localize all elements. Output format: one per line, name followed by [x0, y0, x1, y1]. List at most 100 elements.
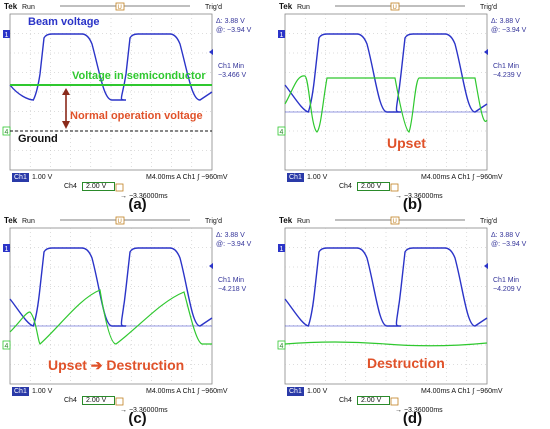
- caption-upset-destruction: Upset ➔ Destruction: [48, 357, 185, 373]
- trigger-marker-glyph: U: [118, 219, 122, 225]
- oscilloscope-screen-a: U 1 4 Tek Run Trig'd Δ: 3.88 V @: −3.94 V C…: [0, 0, 275, 200]
- panel-c: U 1 4 Tek Run Trig'd Δ: 3.88 V @: −3.94 V C…: [0, 214, 275, 428]
- ch4-marker-icon: [277, 340, 286, 350]
- ch4-marker-icon: [277, 126, 286, 136]
- run-status: Run: [22, 4, 35, 11]
- caption-upset: Upset: [387, 135, 426, 151]
- trigger-position: → −3.36000ms: [395, 193, 443, 200]
- trigger-level-icon: [484, 49, 488, 55]
- ch1-min-readout: Ch1 Min −4.209 V: [493, 277, 522, 293]
- ch4-label: Ch4: [64, 397, 77, 404]
- normal-operation-label: Normal operation voltage: [70, 110, 203, 122]
- oscilloscope-screen-d: U 1 4 Tek Run Trig'd Δ: 3.88 V @: −3.94 V C…: [275, 214, 550, 414]
- semiconductor-voltage-label: Voltage in semiconductor: [72, 70, 206, 82]
- ch1-scale: 1.00 V: [307, 174, 328, 181]
- ch1-scale: 1.00 V: [32, 174, 53, 181]
- oscilloscope-screen-c: U 1 4 Tek Run Trig'd Δ: 3.88 V @: −3.94 V C…: [0, 214, 275, 414]
- panel-d: U 1 4 Tek Run Trig'd Δ: 3.88 V @: −3.94 V C…: [275, 214, 550, 428]
- ch4-scale: 2.00 V: [82, 182, 116, 191]
- ch1-marker-glyph: 1: [5, 32, 9, 39]
- trig-status: Trig'd: [480, 218, 498, 225]
- trigger-level-icon: [209, 49, 213, 55]
- ch4-label: Ch4: [339, 397, 352, 404]
- ch1-label: Ch1: [12, 387, 29, 396]
- footer-trigger-icon: [390, 183, 399, 192]
- panel-label-d: (d): [402, 410, 423, 427]
- trigger-marker-glyph: U: [393, 5, 397, 11]
- panel-label-c: (c): [128, 410, 147, 427]
- tek-brand: Tek: [279, 2, 293, 11]
- trigger-position: → −3.36000ms: [120, 407, 168, 414]
- ch1-scale: 1.00 V: [307, 388, 328, 395]
- footer-trigger-icon: [115, 183, 124, 192]
- cursor-readout: Δ: 3.88 V @: −3.94 V: [216, 18, 252, 34]
- scope-plot-a: U 1 4: [2, 2, 213, 192]
- ch4-scale: 2.00 V: [357, 182, 391, 191]
- cursor-readout: Δ: 3.88 V @: −3.94 V: [491, 18, 527, 34]
- cursor-readout: Δ: 3.88 V @: −3.94 V: [216, 232, 252, 248]
- trigger-marker-icon: [390, 2, 400, 11]
- ch1-label: Ch1: [12, 173, 29, 182]
- trigger-marker-icon: [115, 216, 125, 225]
- ch4-marker-glyph: 4: [5, 343, 9, 350]
- trigger-level-icon: [209, 263, 213, 269]
- semiconductor-voltage-trace: [9, 289, 212, 345]
- beam-voltage-trace: [9, 33, 213, 101]
- ch4-scale: 2.00 V: [357, 396, 391, 405]
- trigger-position: → −3.36000ms: [395, 407, 443, 414]
- trig-status: Trig'd: [480, 4, 498, 11]
- timebase: M4.00ms A Ch1 ∫ −960mV: [146, 174, 228, 181]
- trigger-marker-glyph: U: [393, 219, 397, 225]
- caption-destruction: Destruction: [367, 355, 445, 371]
- trigger-position: → −3.36000ms: [120, 193, 168, 200]
- ch4-marker-icon: [2, 340, 11, 350]
- trigger-level-icon: [484, 263, 488, 269]
- ch1-min-readout: Ch1 Min −3.466 V: [218, 63, 247, 79]
- trigger-marker-glyph: U: [118, 5, 122, 11]
- ch4-marker-glyph: 4: [5, 129, 9, 136]
- run-status: Run: [297, 4, 310, 11]
- trigger-marker-icon: [115, 2, 125, 11]
- timebase: M4.00ms A Ch1 ∫ −960mV: [421, 174, 503, 181]
- ch1-label: Ch1: [287, 173, 304, 182]
- oscilloscope-screen-b: U 1 4 Tek Run Trig'd Δ: 3.88 V @: −3.94 V C…: [275, 0, 550, 200]
- cursor-readout: Δ: 3.88 V @: −3.94 V: [491, 232, 527, 248]
- footer-trigger-icon: [390, 397, 399, 406]
- scope-plot-b: U 1 4: [277, 2, 488, 192]
- semiconductor-voltage-trace: [284, 75, 488, 133]
- ch1-marker-icon: [3, 30, 10, 38]
- ch4-marker-glyph: 4: [280, 343, 284, 350]
- ch1-marker-icon: [278, 30, 285, 38]
- run-status: Run: [22, 218, 35, 225]
- ch1-label: Ch1: [287, 387, 304, 396]
- scope-plot-d: U 1 4: [277, 216, 488, 406]
- ch1-marker-glyph: 1: [280, 246, 284, 253]
- ch4-marker-glyph: 4: [280, 129, 284, 136]
- arrow-head-down-icon: [62, 121, 70, 129]
- tek-brand: Tek: [279, 216, 293, 225]
- ch1-marker-icon: [278, 244, 285, 252]
- ch4-label: Ch4: [339, 183, 352, 190]
- semiconductor-voltage-trace: [284, 341, 488, 347]
- tek-brand: Tek: [4, 2, 18, 11]
- panel-label-b: (b): [402, 196, 423, 213]
- timebase: M4.00ms A Ch1 ∫ −960mV: [421, 388, 503, 395]
- ch1-min-readout: Ch1 Min −4.239 V: [493, 63, 522, 79]
- trigger-marker-icon: [390, 216, 400, 225]
- panel-a: U 1 4 Tek Run Trig'd Δ: 3.88 V @: −3.94 V C…: [0, 0, 275, 214]
- ground-label: Ground: [18, 133, 58, 145]
- ch1-min-readout: Ch1 Min −4.218 V: [218, 277, 247, 293]
- run-status: Run: [297, 218, 310, 225]
- ch1-marker-glyph: 1: [280, 32, 284, 39]
- timebase: M4.00ms A Ch1 ∫ −960mV: [146, 388, 228, 395]
- ch4-scale: 2.00 V: [82, 396, 116, 405]
- panel-b: U 1 4 Tek Run Trig'd Δ: 3.88 V @: −3.94 V C…: [275, 0, 550, 214]
- panel-label-a: (a): [128, 196, 147, 213]
- tek-brand: Tek: [4, 216, 18, 225]
- trig-status: Trig'd: [205, 218, 223, 225]
- ch1-scale: 1.00 V: [32, 388, 53, 395]
- beam-voltage-label: Beam voltage: [28, 16, 100, 28]
- arrow-head-up-icon: [62, 88, 70, 95]
- footer-trigger-icon: [115, 397, 124, 406]
- trig-status: Trig'd: [205, 4, 223, 11]
